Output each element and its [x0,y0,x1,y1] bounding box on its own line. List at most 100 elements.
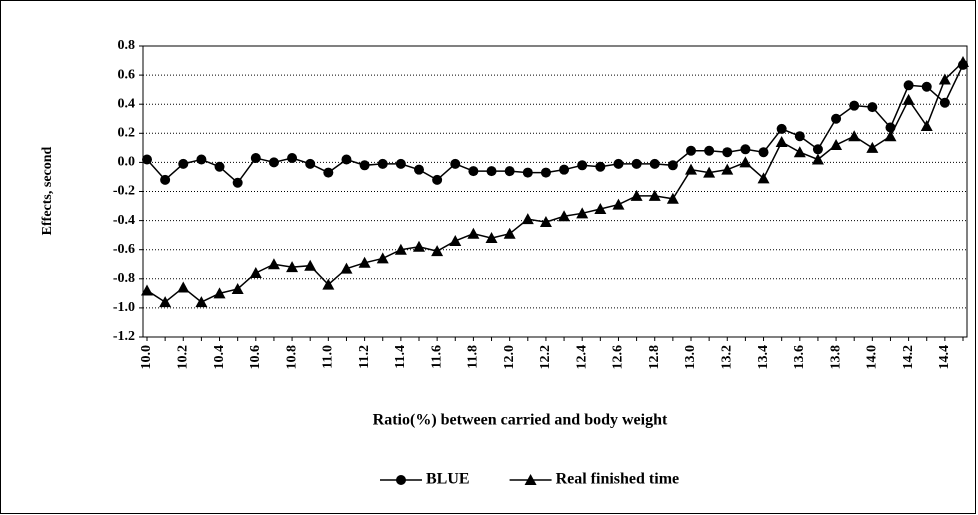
data-point [486,166,497,177]
y-tick-label: -0.6 [113,242,135,257]
x-tick-label: 11.6 [429,345,444,369]
data-point [341,154,352,165]
data-point [142,154,152,165]
data-point [395,158,406,169]
data-point [287,153,298,164]
data-point [612,198,625,210]
data-point [903,80,914,91]
x-tick-label: 12.4 [574,345,589,370]
y-tick-label: -0.4 [113,213,135,228]
data-point [196,154,207,165]
data-point [849,100,860,111]
data-point [159,296,172,308]
legend-label: BLUE [426,471,470,488]
data-point [413,240,425,252]
data-point [921,81,932,92]
data-point [758,147,769,158]
data-point [340,262,353,274]
data-point [377,158,388,169]
y-tick-label: 0.0 [118,155,136,170]
x-tick-label: 10.2 [175,345,190,370]
x-tick-label: 11.4 [393,345,408,369]
x-tick-label: 12.6 [611,345,626,370]
x-tick-label: 10.8 [284,345,299,370]
data-point [902,93,915,105]
y-tick-label: -0.8 [113,271,135,286]
data-point [667,160,678,171]
data-point [286,261,299,273]
data-point [503,227,516,239]
x-tick-label: 13.6 [792,345,807,370]
data-point [305,158,316,169]
x-tick-label: 11.0 [321,345,336,369]
series-line [146,61,964,304]
data-point [920,120,933,132]
x-tick-label: 12.8 [647,345,662,370]
data-point [521,213,534,225]
data-point [594,202,607,214]
data-point [160,174,171,185]
data-point [141,284,153,296]
y-tick-label: -1.0 [113,300,135,315]
data-point [394,243,407,255]
x-tick-label: 12.2 [538,345,553,370]
data-point [812,144,823,155]
data-point [323,167,334,178]
data-point [249,266,262,278]
data-point [686,145,696,156]
data-point [721,163,734,175]
legend-marker [524,474,537,485]
data-point [414,164,424,175]
data-point [867,102,878,113]
x-tick-label: 11.2 [357,345,372,369]
data-point [631,158,642,169]
y-axis-title: Effects, second [40,146,55,235]
data-point [957,56,969,68]
data-point [576,207,589,219]
data-point [776,123,787,134]
x-tick-label: 13.8 [828,345,843,370]
data-point [540,167,551,178]
y-tick-label: -1.2 [113,329,135,344]
data-point [613,158,624,169]
data-point [213,287,226,299]
x-tick-label: 10.6 [248,345,263,370]
data-point [558,210,571,222]
x-tick-label: 10.4 [212,345,227,370]
y-tick-label: 0.8 [118,38,136,53]
data-point [740,144,751,155]
data-point [793,146,806,158]
data-point [939,97,950,108]
data-point [595,161,606,172]
data-point [666,192,679,204]
x-tick-label: 14.2 [901,345,916,370]
legend-label: Real finished time [556,471,680,488]
data-point [577,160,588,171]
data-point [304,259,317,271]
data-point [485,232,498,244]
data-point [884,130,897,142]
data-point [722,147,733,158]
legend-marker [396,475,406,485]
data-point [848,130,861,142]
x-axis-title: Ratio(%) between carried and body weight [373,412,668,429]
data-point [831,113,842,124]
data-point [432,174,443,185]
data-point [177,281,190,293]
data-point [630,189,643,201]
data-point [359,160,370,171]
data-point [938,73,951,85]
data-point [178,158,189,169]
data-point [468,166,479,177]
data-point [559,164,570,175]
data-point [685,163,697,175]
x-tick-label: 14.0 [865,345,880,370]
data-point [539,216,552,228]
data-point [322,278,335,290]
plot-frame [142,45,968,338]
data-point [522,167,533,178]
y-tick-label: 0.4 [118,96,136,111]
data-point [757,172,770,184]
data-point [358,256,371,268]
